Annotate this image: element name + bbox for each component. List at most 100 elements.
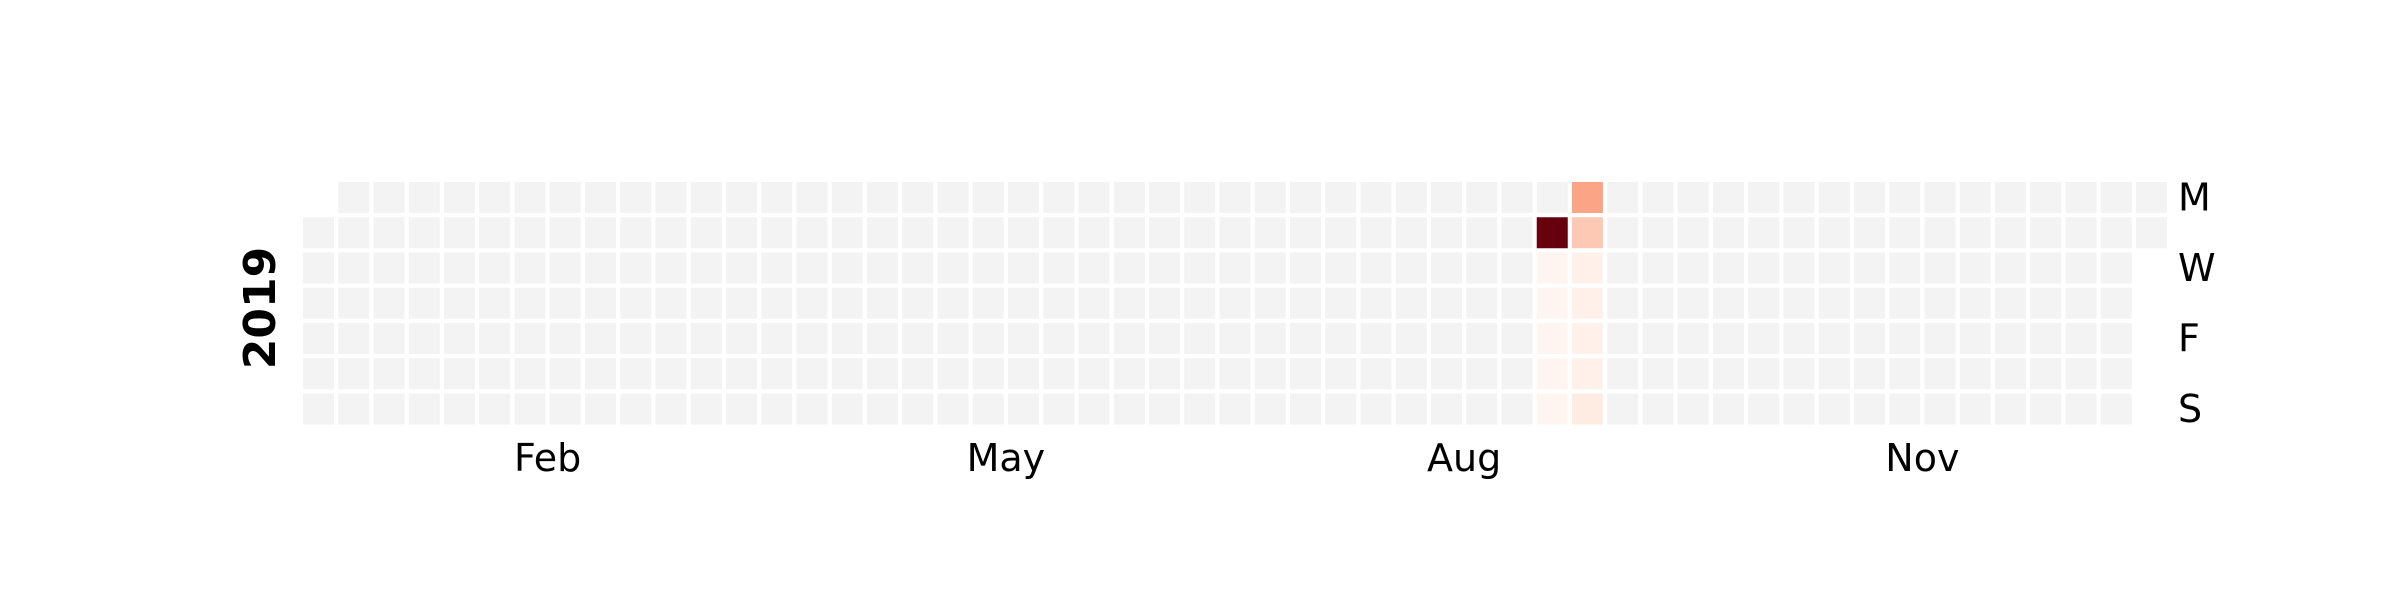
day-cell	[831, 252, 863, 284]
day-cell	[902, 217, 934, 249]
day-cell	[1713, 358, 1744, 390]
day-cell	[690, 358, 722, 390]
day-cell	[2065, 217, 2097, 249]
month-label: Nov	[1885, 436, 1959, 480]
day-cell	[1431, 323, 1462, 354]
day-cell	[1360, 287, 1392, 319]
day-cell	[655, 252, 687, 284]
day-cell	[867, 217, 898, 249]
day-cell	[761, 217, 793, 249]
day-cell	[831, 217, 863, 249]
day-cell	[1184, 393, 1216, 425]
day-cell	[937, 287, 969, 319]
weekday-label: M	[2178, 176, 2211, 220]
day-cell	[1325, 182, 1357, 213]
day-cell	[1783, 287, 1815, 319]
day-cell	[690, 182, 722, 213]
day-cell	[1536, 323, 1568, 354]
day-cell	[1149, 393, 1180, 425]
day-cell	[1360, 217, 1392, 249]
day-cell	[1254, 217, 1286, 249]
day-cell	[303, 217, 334, 249]
day-cell	[655, 393, 687, 425]
day-cell	[1043, 287, 1075, 319]
day-cell	[1325, 358, 1357, 390]
day-cell	[1290, 287, 1321, 319]
day-cell	[2030, 287, 2062, 319]
day-cell	[1818, 323, 1850, 354]
day-cell	[2065, 287, 2097, 319]
day-cell	[444, 287, 475, 319]
day-cell	[2100, 358, 2132, 390]
day-cell	[585, 217, 616, 249]
day-cell	[1219, 182, 1251, 213]
day-cell	[1149, 182, 1180, 213]
day-cell	[514, 252, 546, 284]
day-cell	[796, 323, 828, 354]
day-cell	[2030, 182, 2062, 213]
day-cell	[444, 217, 475, 249]
day-cell	[1466, 217, 1498, 249]
day-cell	[1325, 217, 1357, 249]
day-cell	[2030, 252, 2062, 284]
day-cell	[972, 287, 1004, 319]
day-cell	[1043, 323, 1075, 354]
day-cell	[937, 182, 969, 213]
day-cell	[2100, 182, 2132, 213]
heatmap-cells	[303, 182, 2167, 425]
day-cell	[1959, 252, 1991, 284]
day-cell	[1677, 287, 1709, 319]
day-cell	[514, 393, 546, 425]
day-cell	[373, 287, 405, 319]
day-cell	[1713, 182, 1744, 213]
day-cell	[1078, 217, 1110, 249]
day-cell	[1043, 252, 1075, 284]
day-cell	[1995, 252, 2026, 284]
day-cell	[444, 358, 475, 390]
day-cell	[1889, 393, 1921, 425]
day-cell	[2030, 323, 2062, 354]
day-cell	[1889, 287, 1921, 319]
day-cell	[1748, 393, 1780, 425]
day-cell	[1466, 287, 1498, 319]
day-cell	[1113, 358, 1145, 390]
day-cell	[1043, 217, 1075, 249]
day-cell	[1254, 358, 1286, 390]
day-cell	[1818, 217, 1850, 249]
day-cell	[408, 217, 440, 249]
weekday-label: S	[2178, 387, 2202, 431]
day-cell	[972, 358, 1004, 390]
day-cell	[1149, 358, 1180, 390]
day-cell	[1818, 287, 1850, 319]
day-cell	[338, 287, 370, 319]
day-cell	[902, 182, 934, 213]
day-cell	[1043, 182, 1075, 213]
day-cell	[1607, 323, 1639, 354]
day-cell	[514, 358, 546, 390]
day-cell	[1536, 393, 1568, 425]
day-cell	[761, 323, 793, 354]
day-cell	[1959, 393, 1991, 425]
day-cell	[2065, 393, 2097, 425]
day-cell	[1536, 287, 1568, 319]
day-cell	[479, 358, 511, 390]
day-cell	[2065, 182, 2097, 213]
day-cell	[549, 287, 581, 319]
day-cell	[373, 358, 405, 390]
day-cell	[796, 358, 828, 390]
day-cell	[1854, 217, 1885, 249]
day-cell	[1043, 393, 1075, 425]
day-cell	[1113, 182, 1145, 213]
day-cell	[444, 323, 475, 354]
day-cell	[867, 287, 898, 319]
day-cell	[620, 182, 652, 213]
day-cell	[1642, 217, 1674, 249]
day-cell	[1572, 252, 1603, 284]
day-cell	[1184, 358, 1216, 390]
day-cell	[1431, 252, 1462, 284]
day-cell	[726, 217, 757, 249]
day-cell	[514, 217, 546, 249]
day-cell	[1113, 287, 1145, 319]
day-cell	[1889, 182, 1921, 213]
